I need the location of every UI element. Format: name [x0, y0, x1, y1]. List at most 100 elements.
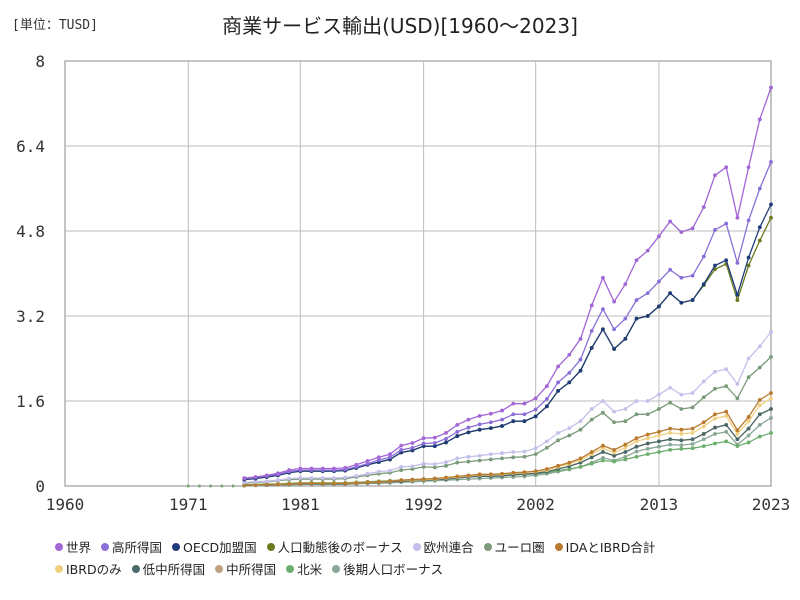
data-point: [567, 370, 572, 375]
data-point: [477, 453, 482, 458]
data-point: [724, 409, 729, 414]
data-point: [432, 435, 437, 440]
legend-item: 世界: [55, 537, 91, 556]
data-point: [287, 476, 292, 481]
data-point: [757, 412, 762, 417]
data-point: [668, 437, 673, 442]
data-point: [757, 117, 762, 122]
data-point: [399, 450, 404, 455]
data-point: [343, 481, 348, 486]
data-point: [477, 422, 482, 427]
data-point: [309, 481, 314, 486]
data-point: [522, 419, 527, 424]
legend-marker-icon: [55, 564, 63, 573]
data-point: [634, 412, 639, 417]
data-point: [287, 481, 292, 486]
data-point: [276, 478, 280, 483]
data-point: [769, 407, 773, 411]
data-point: [701, 420, 706, 425]
data-point: [332, 476, 336, 480]
legend-label: IDAとIBRD合計: [565, 540, 656, 555]
data-point: [432, 444, 437, 449]
data-point: [634, 444, 639, 449]
x-tick-label: 1992: [404, 495, 443, 514]
data-point: [209, 484, 213, 488]
data-point: [589, 345, 594, 350]
data-point: [455, 423, 460, 427]
legend-label: 人口動態後のボーナス: [277, 540, 403, 555]
data-point: [500, 471, 504, 476]
data-point: [769, 416, 773, 420]
data-point: [410, 445, 415, 450]
legend-row: 世界 高所得国 OECD加盟国 人口動態後のボーナス 欧州連合 ユーロ圏 IDAとIBRD合…: [55, 537, 800, 556]
data-point: [533, 414, 538, 419]
legend-label: ユーロ圏: [494, 540, 545, 555]
y-tick-label: 8: [35, 52, 45, 71]
data-point: [578, 357, 583, 362]
chart-legend: 世界 高所得国 OECD加盟国 人口動態後のボーナス 欧州連合 ユーロ圏 IDAとIBRD合…: [55, 537, 800, 581]
legend-label: 欧州連合: [423, 540, 474, 555]
data-point: [645, 248, 650, 253]
x-tick-label: 2023: [752, 495, 791, 514]
data-point: [511, 470, 516, 475]
data-point: [724, 258, 729, 263]
data-point: [264, 479, 269, 484]
x-tick-label: 2013: [640, 495, 679, 514]
data-point: [724, 384, 729, 389]
x-tick-label: 2002: [516, 495, 555, 514]
legend-marker-icon: [101, 542, 110, 551]
data-point: [746, 375, 751, 379]
data-point: [757, 423, 762, 427]
data-point: [735, 292, 740, 297]
y-tick-label: 1.6: [16, 392, 45, 411]
legend-marker-icon: [131, 564, 140, 573]
data-point: [309, 466, 314, 471]
data-point: [690, 298, 695, 302]
data-point: [746, 419, 751, 424]
data-point: [701, 437, 706, 442]
data-point: [679, 300, 684, 305]
data-point: [769, 160, 773, 164]
data-point: [455, 460, 460, 465]
data-point: [724, 165, 729, 170]
data-point: [421, 477, 426, 481]
x-tick-label: 1981: [281, 495, 320, 514]
legend-marker-icon: [332, 564, 341, 573]
legend-item: IDAとIBRD合計: [554, 537, 656, 556]
data-point: [522, 401, 527, 406]
data-point: [634, 439, 639, 444]
data-point: [634, 454, 639, 459]
data-point: [186, 484, 190, 488]
data-point: [634, 258, 639, 263]
data-point: [645, 432, 650, 437]
legend-item: IBRDのみ: [55, 559, 122, 578]
chart-title: 商業サービス輸出(USD)[1960～2023]: [222, 14, 578, 38]
data-point: [713, 425, 717, 430]
data-point: [354, 474, 359, 478]
data-point: [242, 476, 247, 480]
data-point: [757, 434, 762, 439]
data-point: [746, 440, 751, 445]
data-point: [668, 291, 673, 296]
data-point: [623, 442, 628, 447]
data-point: [578, 460, 583, 465]
data-point: [477, 413, 482, 418]
data-point: [488, 472, 493, 477]
data-point: [746, 165, 751, 170]
data-point: [589, 461, 594, 466]
legend-marker-icon: [554, 542, 563, 551]
data-point: [769, 355, 773, 359]
data-point: [298, 466, 303, 471]
data-point: [690, 391, 695, 395]
data-point: [657, 444, 661, 449]
data-point: [500, 408, 504, 413]
x-tick-label: 1971: [169, 495, 208, 514]
data-point: [612, 299, 617, 304]
data-point: [634, 449, 639, 454]
data-point: [444, 440, 448, 445]
data-point: [735, 396, 740, 401]
data-point: [645, 441, 650, 446]
data-point: [511, 401, 516, 406]
data-point: [769, 215, 773, 220]
data-point: [544, 404, 549, 409]
